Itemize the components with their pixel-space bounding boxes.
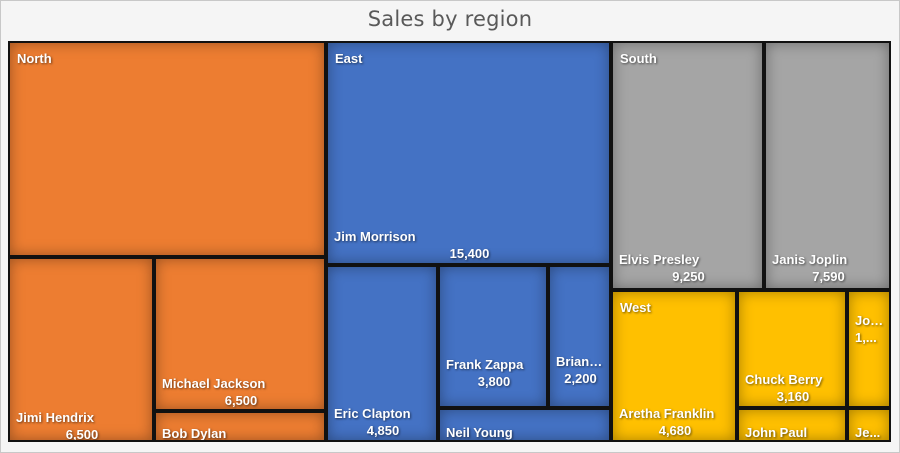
region-label-north: North <box>17 51 52 66</box>
treemap-cell-je: Je... <box>847 408 891 442</box>
item-name-label: Janis Joplin <box>772 252 848 267</box>
item-name-label: Frank Zappa <box>446 357 524 372</box>
chart-title: Sales by region <box>367 7 533 31</box>
treemap-cell-janis-joplin: Janis Joplin 7,590 <box>764 41 891 290</box>
region-label-south: South <box>620 51 657 66</box>
item-name-label: Chuck Berry <box>745 372 823 387</box>
cell-label: Chuck Berry 3,160 <box>745 371 841 405</box>
item-name-label: Je... <box>855 425 881 440</box>
treemap-cell-jimi-hendrix: Jimi Hendrix 6,500 <box>8 257 154 442</box>
item-name-label: Bob Dylan <box>162 426 227 441</box>
treemap-cell-jim-morrison: East Jim Morrison 15,400 <box>326 41 611 265</box>
treemap-cell-chuck-berry: Chuck Berry 3,160 <box>737 290 847 408</box>
region-label-east: East <box>335 51 363 66</box>
treemap-cell-bob-dylan: Bob Dylan <box>154 411 326 442</box>
item-value-label: 6,500 <box>224 393 258 408</box>
treemap-cell-frank-zappa: Frank Zappa 3,800 <box>438 265 548 408</box>
treemap-cell-eric-clapton: Eric Clapton 4,850 <box>326 265 438 442</box>
cell-label: Je... <box>855 424 885 440</box>
item-name-label: Jim Morrison <box>334 229 416 244</box>
cell-label: Neil Young <box>446 424 605 440</box>
cell-label: Bob Dylan <box>162 425 320 441</box>
item-name-label: Brian May <box>556 354 605 369</box>
item-value-label: 4,680 <box>658 423 692 438</box>
item-value-label: 7,590 <box>812 269 845 284</box>
cell-label: Eric Clapton 4,850 <box>334 405 432 439</box>
region-label-west: West <box>620 300 651 315</box>
treemap-cell-john-paul: John Paul <box>737 408 847 442</box>
item-name-label: Aretha Franklin <box>619 406 715 421</box>
treemap-cell-stevie-ray: NorthStevie Ray16,500 <box>8 41 326 257</box>
cell-label: John Paul <box>745 424 841 440</box>
item-value-label: 15,400 <box>449 246 490 261</box>
cell-label: Elvis Presley 9,250 <box>619 251 758 285</box>
cell-label: John Bo... 1,... <box>855 312 885 346</box>
item-name-label: Jimi Hendrix <box>16 410 95 425</box>
cell-label: Jimi Hendrix 6,500 <box>16 409 148 442</box>
cell-label: Frank Zappa 3,800 <box>446 356 542 390</box>
treemap-cell-elvis-presley: South Elvis Presley 9,250 <box>611 41 764 290</box>
treemap-cell-neil-young: Neil Young <box>438 408 611 442</box>
item-value-label: 6,500 <box>65 427 99 442</box>
item-name-label: Elvis Presley <box>619 252 700 267</box>
cell-label: Aretha Franklin 4,680 <box>619 405 731 439</box>
item-value-label: 3,800 <box>477 374 511 389</box>
treemap-cell-john-bo: John Bo... 1,... <box>847 290 891 408</box>
item-name-label: Eric Clapton <box>334 406 411 421</box>
item-value-label: 3,160 <box>776 389 810 404</box>
treemap-cell-aretha-franklin: West Aretha Franklin 4,680 <box>611 290 737 442</box>
treemap-cell-brian-may: Brian May 2,200 <box>548 265 611 408</box>
item-name-label: Michael Jackson <box>162 376 266 391</box>
item-value-label: 9,250 <box>672 269 705 284</box>
item-name-label: John Bo... <box>855 313 885 328</box>
item-value-label: 4,850 <box>366 423 400 438</box>
cell-label: Brian May 2,200 <box>556 353 605 387</box>
cell-label: Jim Morrison 15,400 <box>334 228 605 262</box>
item-value-label: 2,200 <box>564 371 597 386</box>
item-name-label: John Paul <box>745 425 808 440</box>
item-value-label: 1,... <box>855 330 877 345</box>
cell-label: Michael Jackson 6,500 <box>162 375 320 409</box>
treemap-cell-michael-jackson: Michael Jackson 6,500 <box>154 257 326 411</box>
cell-label: Janis Joplin 7,590 <box>772 251 885 285</box>
item-name-label: Neil Young <box>446 425 513 440</box>
